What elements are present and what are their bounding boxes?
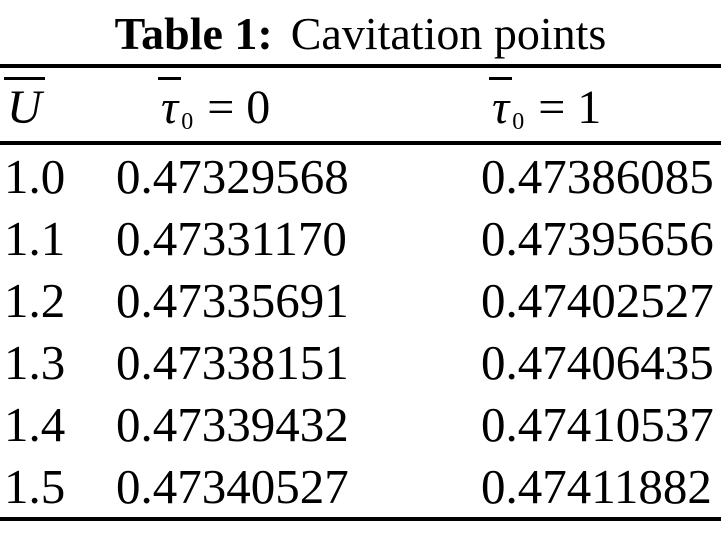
cell-tau1-value: 0.47402527 — [481, 272, 714, 328]
cell-tau0-value: 0.47331170 — [116, 210, 347, 266]
cell-u-value: 1.1 — [4, 210, 66, 266]
cell-u-value: 1.2 — [4, 272, 66, 328]
u-bar-symbol: U — [4, 77, 45, 132]
cell-tau0-value: 0.47329568 — [116, 148, 349, 204]
tau-bar-symbol: τ — [158, 77, 182, 132]
table-row: 1.0 0.47329568 0.47386085 — [0, 145, 721, 207]
cell-tau0-value: 0.47340527 — [116, 458, 349, 514]
table-figure: Table 1: Cavitation points U τ 0 = 0 τ 0 = 1… — [0, 2, 721, 521]
tau-bar-symbol: τ — [489, 77, 513, 132]
table-row: 1.3 0.47338151 0.47406435 — [0, 331, 721, 393]
table-row: 1.4 0.47339432 0.47410537 — [0, 393, 721, 455]
table-row: 1.2 0.47335691 0.47402527 — [0, 269, 721, 331]
table-row: 1.1 0.47331170 0.47395656 — [0, 207, 721, 269]
tau-subscript: 0 — [181, 109, 194, 135]
cavitation-points-table: U τ 0 = 0 τ 0 = 1 1.0 0.47329568 0.47386085 … — [0, 64, 721, 521]
table-caption-text: Cavitation points — [290, 7, 607, 59]
column-header-u: U — [4, 77, 116, 132]
column-header-tau0-equals-0: τ 0 = 0 — [116, 77, 481, 135]
tau-subscript: 0 — [512, 109, 525, 135]
table-caption-label: Table 1: — [114, 7, 273, 59]
cell-tau1-value: 0.47395656 — [481, 210, 714, 266]
cell-tau0-value: 0.47339432 — [116, 396, 349, 452]
cell-tau1-value: 0.47410537 — [481, 396, 714, 452]
table-row: 1.5 0.47340527 0.47411882 — [0, 455, 721, 517]
equals-value: = 0 — [207, 81, 271, 134]
column-header-tau0-equals-1: τ 0 = 1 — [481, 77, 721, 135]
cell-u-value: 1.4 — [4, 396, 66, 452]
table-header-row: U τ 0 = 0 τ 0 = 1 — [0, 68, 721, 145]
cell-u-value: 1.0 — [4, 148, 66, 204]
table-caption: Table 1: Cavitation points — [0, 2, 721, 64]
cell-u-value: 1.5 — [4, 458, 66, 514]
cell-tau0-value: 0.47335691 — [116, 272, 349, 328]
cell-tau0-value: 0.47338151 — [116, 334, 349, 390]
cell-tau1-value: 0.47386085 — [481, 148, 714, 204]
table-body: 1.0 0.47329568 0.47386085 1.1 0.47331170… — [0, 145, 721, 517]
cell-tau1-value: 0.47411882 — [481, 458, 712, 514]
cell-u-value: 1.3 — [4, 334, 66, 390]
cell-tau1-value: 0.47406435 — [481, 334, 714, 390]
equals-value: = 1 — [538, 81, 602, 134]
